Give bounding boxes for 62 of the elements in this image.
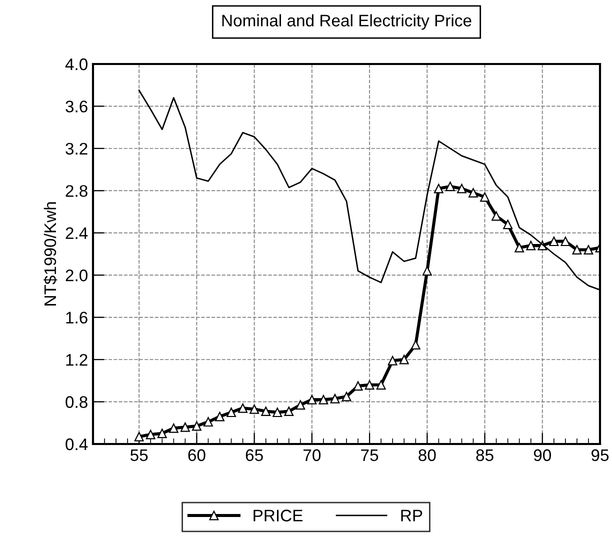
point xyxy=(445,182,455,192)
legend-label: PRICE xyxy=(254,510,303,522)
x-tick-label: 80 xyxy=(418,449,436,462)
point xyxy=(192,421,202,431)
x-tick-label: 95 xyxy=(592,449,609,462)
y-tick-label: 2.8 xyxy=(66,185,88,197)
point xyxy=(388,356,398,366)
y-tick-label: 2.4 xyxy=(66,227,88,239)
x-tick-label: 90 xyxy=(534,449,552,462)
y-tick-label: 3.2 xyxy=(66,142,88,155)
point xyxy=(468,188,478,198)
point xyxy=(284,406,294,416)
point xyxy=(572,245,582,254)
point xyxy=(342,392,352,402)
point xyxy=(584,245,594,254)
point xyxy=(168,423,178,433)
y-tick-label: 2.0 xyxy=(66,270,88,282)
x-tick-label: 65 xyxy=(246,449,263,462)
x-tick-label: 75 xyxy=(361,449,378,462)
x-tick-label: 55 xyxy=(130,449,148,462)
point xyxy=(250,404,260,414)
point xyxy=(215,412,224,422)
point xyxy=(134,432,144,442)
y-tick-label: 3.6 xyxy=(66,100,88,112)
point xyxy=(480,192,490,202)
point xyxy=(434,184,444,194)
point xyxy=(157,428,167,438)
point xyxy=(457,184,466,194)
point xyxy=(353,381,363,391)
point xyxy=(364,380,374,390)
point xyxy=(560,236,570,246)
chart-title: Nominal and Real Electricity Price xyxy=(222,14,472,30)
point xyxy=(549,236,559,246)
point xyxy=(376,380,386,390)
point xyxy=(410,340,420,350)
x-tick-label: 85 xyxy=(476,449,494,462)
point xyxy=(330,394,340,404)
point xyxy=(226,408,236,418)
point xyxy=(180,422,190,432)
point xyxy=(307,394,317,404)
point xyxy=(492,211,502,221)
point xyxy=(503,220,513,230)
point xyxy=(399,354,409,364)
y-tick-label: 0.8 xyxy=(66,396,88,408)
point xyxy=(526,240,536,250)
point xyxy=(272,408,282,418)
point xyxy=(146,430,156,440)
point xyxy=(422,266,432,276)
y-tick-label: 1.6 xyxy=(66,312,88,324)
point xyxy=(204,417,213,427)
x-tick-label: 60 xyxy=(188,449,206,462)
x-tick-label: 70 xyxy=(304,449,321,462)
point xyxy=(514,242,524,252)
point xyxy=(296,400,306,410)
y-tick-label: 0.4 xyxy=(66,438,88,450)
legend-label: RP xyxy=(401,510,422,522)
point xyxy=(261,406,271,416)
y-tick-label: 1.2 xyxy=(66,354,88,366)
y-axis-title: NT$1990/Kwh xyxy=(44,202,58,306)
point xyxy=(238,403,248,413)
point xyxy=(318,394,328,404)
y-tick-label: 4.0 xyxy=(65,58,88,70)
